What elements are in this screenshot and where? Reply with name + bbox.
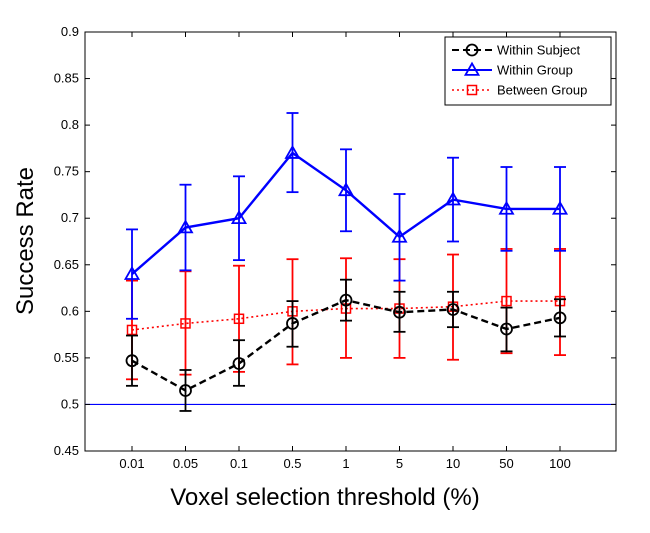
legend-within-group-marker [463, 61, 481, 76]
x-tick-label: 0.01 [119, 456, 144, 471]
within-group-point [177, 219, 194, 234]
within-group-point [123, 265, 141, 280]
y-tick-label: 0.65 [54, 257, 79, 272]
within-subject-series [125, 278, 567, 412]
legend: Within Subject Within Group Between Group [444, 36, 612, 106]
within-group-point [498, 200, 515, 215]
within-subject-point [232, 357, 246, 370]
legend-between-group-label: Between Group [497, 83, 587, 98]
within-subject-point [286, 317, 299, 330]
y-tick-label: 0.5 [61, 396, 79, 411]
legend-within-subject-label: Within Subject [497, 43, 580, 58]
between-group-point [233, 313, 245, 325]
within-group-point [284, 144, 301, 159]
within-subject-point [339, 293, 353, 307]
x-tick-label: 0.1 [230, 456, 248, 471]
y-tick-label: 0.8 [61, 117, 79, 132]
y-tick-label: 0.55 [54, 350, 79, 365]
within-group-line [131, 151, 560, 275]
x-tick-label: 50 [499, 456, 513, 471]
x-tick-label: 1 [342, 456, 349, 471]
within-subject-point [393, 305, 406, 319]
within-subject-point [500, 322, 513, 336]
y-tick-label: 0.45 [54, 443, 79, 458]
within-group-point [444, 191, 462, 206]
within-group-point [337, 181, 355, 197]
x-tick-label: 100 [549, 456, 571, 471]
within-subject-point [553, 311, 567, 325]
x-axis-label: Voxel selection threshold (%) [170, 484, 480, 511]
within-group-point [551, 200, 569, 215]
x-tick-label: 0.5 [283, 456, 301, 471]
x-tick-label: 10 [446, 456, 460, 471]
within-subject-line [131, 298, 561, 392]
y-tick-label: 0.7 [61, 210, 79, 225]
legend-between-group-marker [466, 84, 478, 96]
within-group-series [123, 112, 569, 320]
within-subject-point [446, 303, 460, 316]
x-tick-label: 0.05 [173, 456, 198, 471]
within-subject-point [125, 354, 139, 368]
legend-within-group-label: Within Group [497, 63, 573, 78]
y-tick-label: 0.9 [61, 24, 79, 39]
within-group-point [391, 228, 408, 243]
between-group-point [180, 318, 191, 329]
y-tick-label: 0.6 [61, 303, 79, 318]
y-axis-label: Success Rate [12, 167, 39, 315]
within-group-point [230, 209, 248, 224]
x-tick-label: 5 [396, 456, 403, 471]
legend-within-subject-marker [465, 43, 479, 57]
between-group-point [501, 295, 512, 307]
y-tick-label: 0.75 [54, 164, 79, 179]
y-tick-label: 0.85 [54, 71, 79, 86]
between-group-point [126, 324, 138, 336]
within-subject-point [179, 384, 192, 397]
